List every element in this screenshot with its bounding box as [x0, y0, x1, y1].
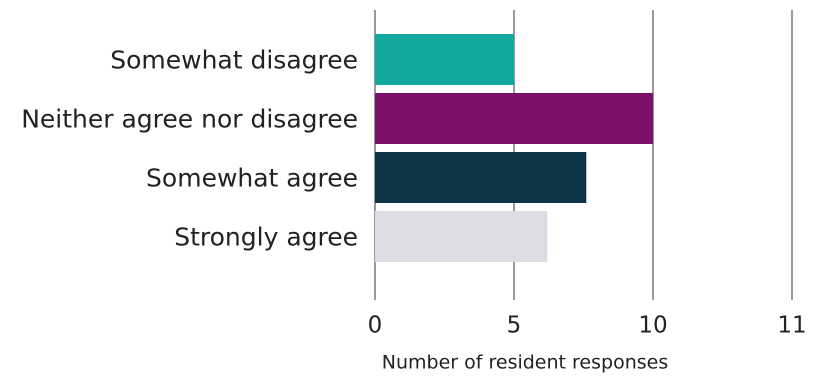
x-tick-label: 10: [638, 313, 667, 339]
category-label: Neither agree nor disagree: [21, 105, 358, 134]
x-axis-title: Number of resident responses: [382, 352, 668, 374]
bar: [375, 152, 587, 203]
bar: [375, 93, 653, 144]
category-label: Somewhat agree: [146, 164, 358, 193]
x-tick-label: 11: [777, 313, 806, 339]
bar: [375, 34, 514, 85]
x-tick-label: 5: [507, 313, 522, 339]
bar: [375, 211, 548, 262]
category-label: Strongly agree: [174, 223, 358, 252]
category-label: Somewhat disagree: [110, 46, 358, 75]
x-tick-label: 0: [368, 313, 383, 339]
